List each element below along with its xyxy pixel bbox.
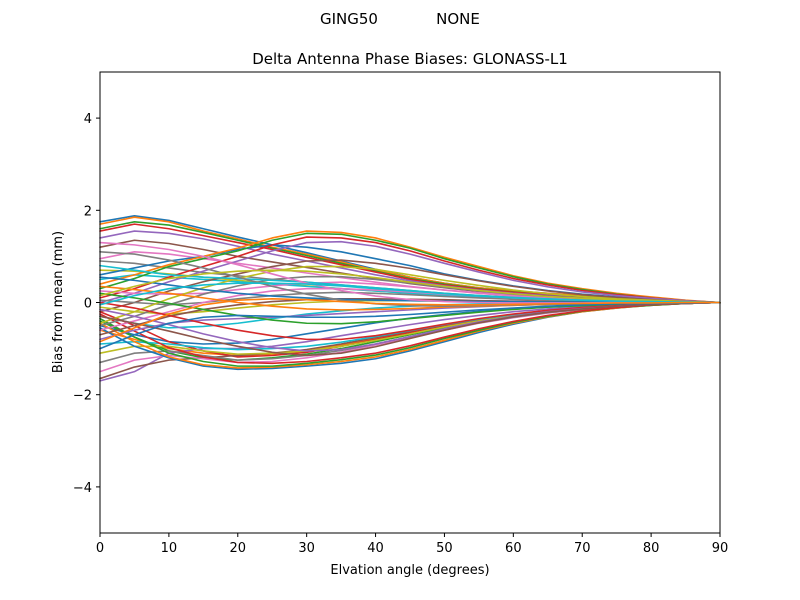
series-line [99, 301, 721, 357]
x-tick-label: 70 [574, 541, 591, 556]
series-line [99, 259, 721, 313]
x-axis-label: Elvation angle (degrees) [330, 563, 489, 578]
series-line [99, 269, 721, 304]
y-tick-label: −2 [73, 389, 92, 404]
chart-title: Delta Antenna Phase Biases: GLONASS-L1 [252, 50, 568, 68]
x-tick-label: 30 [298, 541, 315, 556]
x-tick-label: 10 [161, 541, 178, 556]
series-line [99, 265, 721, 325]
y-axis-label: Bias from mean (mm) [51, 231, 66, 373]
y-tick-label: 2 [84, 204, 92, 219]
series-layer [99, 215, 721, 382]
x-tick-label: 60 [505, 541, 522, 556]
x-tick-label: 80 [643, 541, 660, 556]
y-tick-label: −4 [73, 481, 92, 496]
series-line [99, 240, 721, 304]
x-tick-label: 40 [367, 541, 384, 556]
figure-suptitle-left: GING50 [320, 10, 378, 28]
y-tick-label: 4 [84, 112, 92, 127]
series-line [99, 301, 721, 365]
x-tick-label: 20 [230, 541, 247, 556]
x-tick-label: 90 [712, 541, 729, 556]
figure-suptitle-right: NONE [436, 10, 480, 28]
x-axis: 0 10 20 30 40 50 60 70 80 90 [96, 533, 728, 556]
series-line [99, 282, 721, 306]
x-tick-label: 0 [96, 541, 104, 556]
y-tick-label: 0 [84, 297, 92, 312]
series-line [99, 236, 721, 304]
x-tick-label: 50 [436, 541, 453, 556]
series-line [99, 301, 721, 350]
y-axis: −4 −2 0 2 4 [73, 112, 100, 496]
series-line [99, 298, 721, 343]
